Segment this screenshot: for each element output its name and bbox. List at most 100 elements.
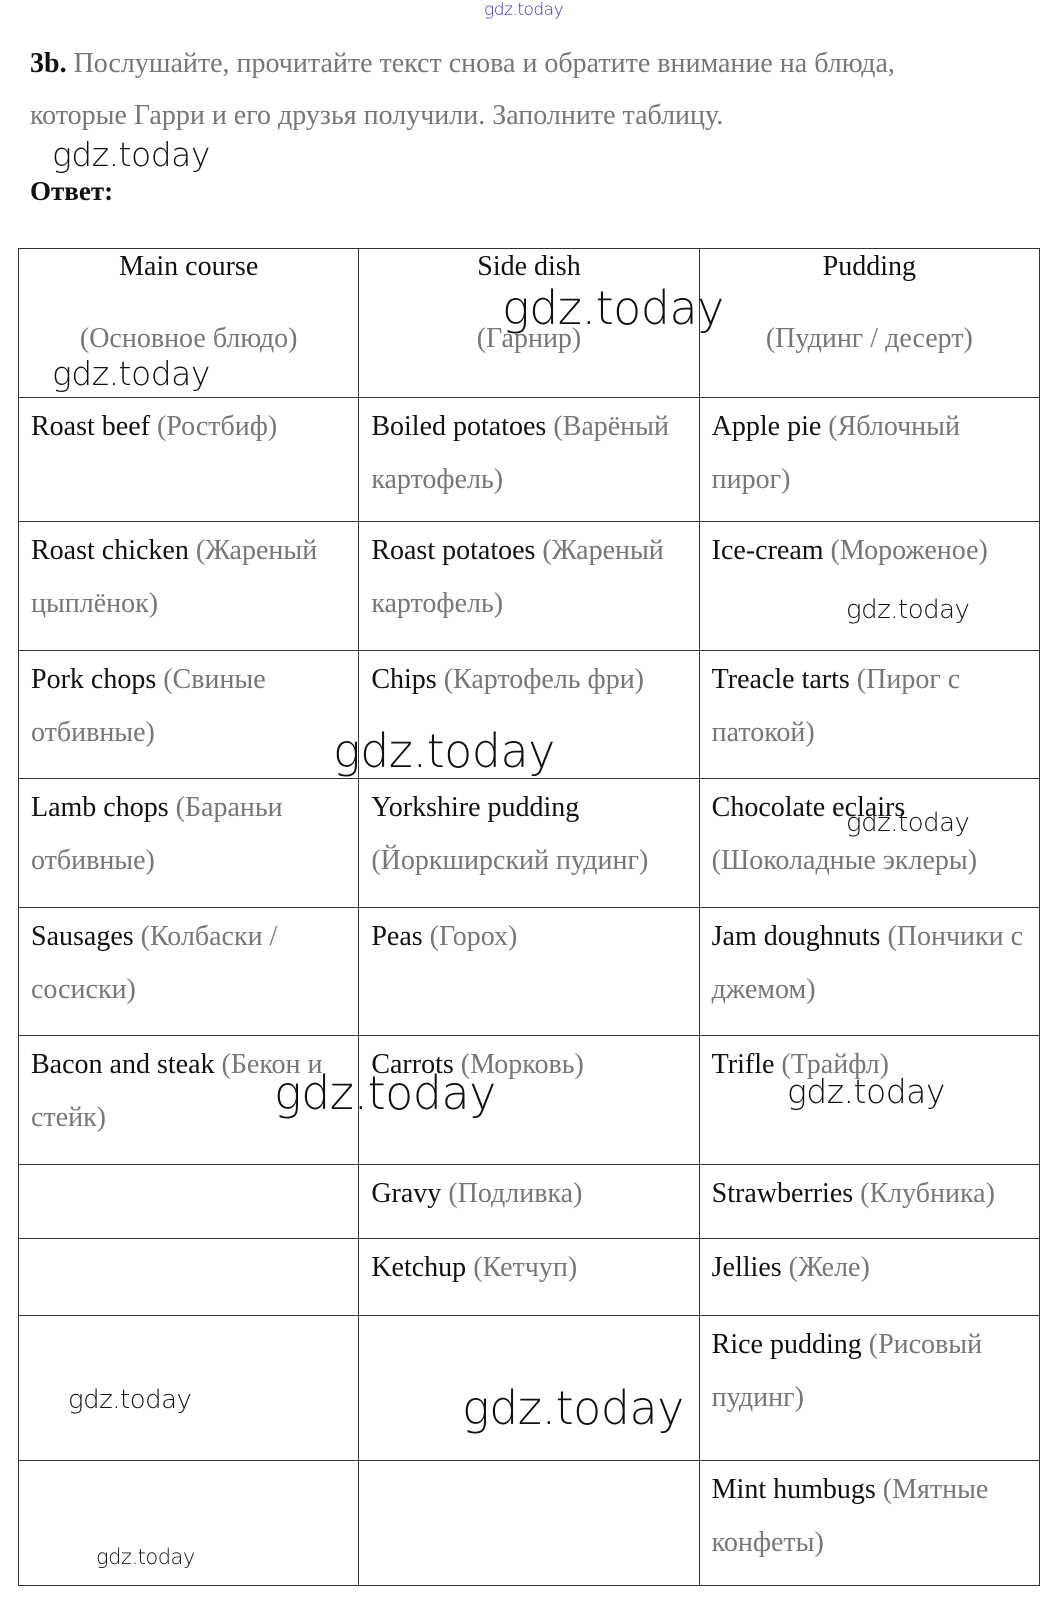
table-cell: Strawberries (Клубника)	[698, 1164, 1041, 1239]
table-row: Roast beef (Ростбиф) Boiled potatoes (Вар…	[17, 397, 1041, 522]
table-cell: Carrots (Морковь)	[358, 1035, 700, 1165]
dish-en: Yorkshire pudding	[371, 792, 580, 823]
table-cell	[17, 1164, 360, 1239]
table-cell: Trifle (Трайфл)	[698, 1035, 1041, 1165]
dish-en: Treacle tarts	[711, 664, 850, 695]
dish-en: Rice pudding	[711, 1329, 862, 1360]
dish-ru: (Морковь)	[460, 1049, 584, 1080]
table-cell: Roast beef (Ростбиф)	[17, 397, 360, 522]
dish-ru: (Клубника)	[860, 1178, 995, 1209]
task-text-line2: которые Гарри и его друзья получили. Зап…	[30, 100, 724, 131]
dish-ru: (Подливка)	[448, 1178, 583, 1209]
dish-en: Roast chicken	[31, 535, 189, 566]
watermark: gdz.today	[96, 1545, 195, 1569]
table-cell: Pork chops (Свиные отбивные)	[17, 650, 360, 779]
dish-en: Bacon and steak	[31, 1049, 215, 1080]
table-cell: Roast potatoes (Жареный картофель)	[358, 521, 700, 651]
dish-ru: (Жареный цыплёнок)	[31, 535, 318, 619]
table-cell: Jam doughnuts (Пончики с джемом)	[698, 907, 1041, 1036]
table-row: Gravy (Подливка) Strawberries (Клубника)	[17, 1164, 1041, 1239]
table-cell: Ice-cream (Мороженое)	[698, 521, 1041, 651]
dishes-table: Main course (Основное блюдо) Side dish (Гар…	[17, 248, 1041, 1586]
dish-ru: (Бараньи отбивные)	[31, 792, 283, 876]
table-cell: Yorkshire pudding (Йоркширский пудинг)	[358, 778, 700, 908]
dish-ru: (Ростбиф)	[156, 411, 278, 442]
dish-en: Mint humbugs	[711, 1474, 876, 1505]
table-cell: Treacle tarts (Пирог с патокой)	[698, 650, 1041, 779]
table-row: Bacon and steak (Бекон и стейк) Carrots (…	[17, 1035, 1041, 1165]
watermark: gdz.today	[68, 1385, 192, 1415]
table-cell: Lamb chops (Бараньи отбивные)	[17, 778, 360, 908]
task-line1: Послушайте, прочитайте текст снова и обр…	[73, 48, 895, 79]
dish-ru: (Йоркширский пудинг)	[371, 845, 649, 876]
dish-ru: (Пирог с патокой)	[711, 664, 961, 748]
answer-label: Ответ:	[30, 176, 114, 206]
table-cell	[17, 1238, 360, 1316]
header-en: Pudding	[822, 251, 916, 282]
watermark: gdz.today	[274, 1066, 496, 1120]
dish-ru: (Жареный картофель)	[371, 535, 664, 619]
dish-en: Sausages	[31, 921, 134, 952]
dish-en: Trifle	[711, 1049, 775, 1080]
dish-ru: (Бекон и стейк)	[31, 1049, 323, 1133]
watermark: gdz.today	[462, 1381, 684, 1435]
table-row: Ketchup (Кетчуп) Jellies (Желе)	[17, 1238, 1041, 1316]
dish-ru: (Желе)	[788, 1252, 870, 1283]
dish-en: Chips	[371, 664, 437, 695]
dish-ru: (Мороженое)	[830, 535, 988, 566]
table-cell: Gravy (Подливка)	[358, 1164, 700, 1239]
watermark: gdz.today	[502, 281, 724, 335]
dish-en: Lamb chops	[31, 792, 169, 823]
table-row: Mint humbugs (Мятные конфеты)	[17, 1460, 1041, 1586]
dish-ru: (Яблочный пирог)	[711, 411, 960, 495]
table-cell	[17, 1460, 360, 1586]
dish-en: Pork chops	[31, 664, 157, 695]
dish-en: Ketchup	[371, 1252, 467, 1283]
dish-ru: (Мятные конфеты)	[711, 1474, 989, 1558]
table-cell: Jellies (Желе)	[698, 1238, 1041, 1316]
table-cell: Ketchup (Кетчуп)	[358, 1238, 700, 1316]
dish-ru: (Пончики с джемом)	[711, 921, 1024, 1005]
table-cell	[358, 1315, 700, 1461]
table-row: Rice pudding (Рисовый пудинг)	[17, 1315, 1041, 1461]
header-ru: (Пудинг / десерт)	[765, 323, 973, 354]
watermark: gdz.today	[52, 354, 210, 393]
dish-ru: (Картофель фри)	[443, 664, 645, 695]
dish-en: Chocolate eclairs	[711, 792, 906, 823]
header-en: Side dish	[477, 251, 581, 282]
table-row: Roast chicken (Жареный цыплёнок) Roast po…	[17, 521, 1041, 651]
task-text-line1: 3b. Послушайте, прочитайте текст снова и…	[30, 50, 895, 78]
table-cell: Roast chicken (Жареный цыплёнок)	[17, 521, 360, 651]
table-cell: Mint humbugs (Мятные конфеты)	[698, 1460, 1041, 1586]
dish-en: Apple pie	[711, 411, 822, 442]
table-cell: Rice pudding (Рисовый пудинг)	[698, 1315, 1041, 1461]
table-cell: Sausages (Колбаски / сосиски)	[17, 907, 360, 1036]
watermark: gdz.today	[333, 724, 555, 778]
dish-en: Ice-cream	[711, 535, 824, 566]
dish-ru: (Трайфл)	[781, 1049, 889, 1080]
watermark: gdz.today	[846, 808, 970, 838]
dish-en: Strawberries	[711, 1178, 854, 1209]
table-cell: Apple pie (Яблочный пирог)	[698, 397, 1041, 522]
dish-en: Jam doughnuts	[711, 921, 881, 952]
column-header: Main course (Основное блюдо)	[17, 248, 360, 398]
header-ru: (Гарнир)	[476, 323, 582, 354]
dish-en: Roast beef	[31, 411, 150, 442]
column-header: Pudding (Пудинг / десерт)	[698, 248, 1041, 398]
dish-en: Roast potatoes	[371, 535, 536, 566]
dish-en: Jellies	[711, 1252, 782, 1283]
dish-ru: (Горох)	[429, 921, 518, 952]
dish-en: Boiled potatoes	[371, 411, 547, 442]
header-en: Main course	[119, 251, 259, 282]
table-cell: Peas (Горох)	[358, 907, 700, 1036]
header-ru: (Основное блюдо)	[79, 323, 298, 354]
table-cell: Boiled potatoes (Варёный картофель)	[358, 397, 700, 522]
task-number: 3b.	[30, 48, 67, 79]
dish-ru: (Свиные отбивные)	[31, 664, 266, 748]
dish-en: Gravy	[371, 1178, 442, 1209]
dish-ru: (Рисовый пудинг)	[711, 1329, 983, 1413]
table-cell	[17, 1315, 360, 1461]
dish-ru: (Колбаски / сосиски)	[31, 921, 278, 1005]
dish-en: Carrots	[371, 1049, 454, 1080]
dish-ru: (Шоколадные эклеры)	[711, 845, 978, 876]
